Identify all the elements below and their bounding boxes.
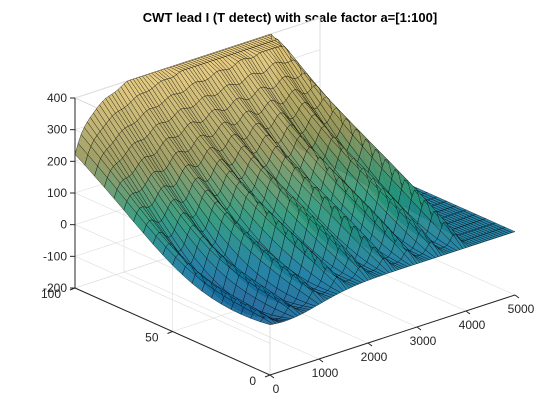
z-tick-label: 100: [47, 186, 67, 200]
tick-labels: 010002000300040005000050100-200-10001002…: [41, 91, 535, 396]
z-tick-label: 400: [47, 91, 67, 105]
x-tick-label: 2000: [361, 350, 388, 364]
chart-title: CWT lead I (T detect) with scale factor …: [143, 10, 437, 25]
z-tick-label: 200: [47, 154, 67, 168]
z-tick-label: -100: [43, 249, 67, 263]
y-tick-label: 0: [249, 374, 256, 388]
x-tick-mark: [318, 358, 324, 363]
x-tick-label: 1000: [312, 366, 339, 380]
x-tick-mark: [269, 374, 275, 379]
x-tick-mark: [514, 294, 520, 299]
y-tick-mark: [264, 374, 271, 378]
x-tick-mark: [367, 342, 373, 347]
y-tick-label: 50: [145, 331, 159, 345]
z-tick-label: -200: [43, 281, 67, 295]
y-tick-mark: [167, 331, 173, 334]
x-tick-label: 0: [273, 382, 280, 396]
x-tick-label: 4000: [459, 318, 486, 332]
x-axis-line: [269, 294, 516, 376]
x-tick-label: 3000: [410, 334, 437, 348]
x-tick-mark: [465, 310, 471, 315]
surface-patch: [501, 227, 516, 233]
z-tick-label: 0: [60, 218, 67, 232]
surface-plot: [74, 33, 516, 325]
x-tick-mark: [416, 326, 422, 331]
y-tick-label: 100: [41, 287, 61, 301]
x-tick-label: 5000: [508, 302, 535, 316]
z-tick-label: 300: [47, 123, 67, 137]
